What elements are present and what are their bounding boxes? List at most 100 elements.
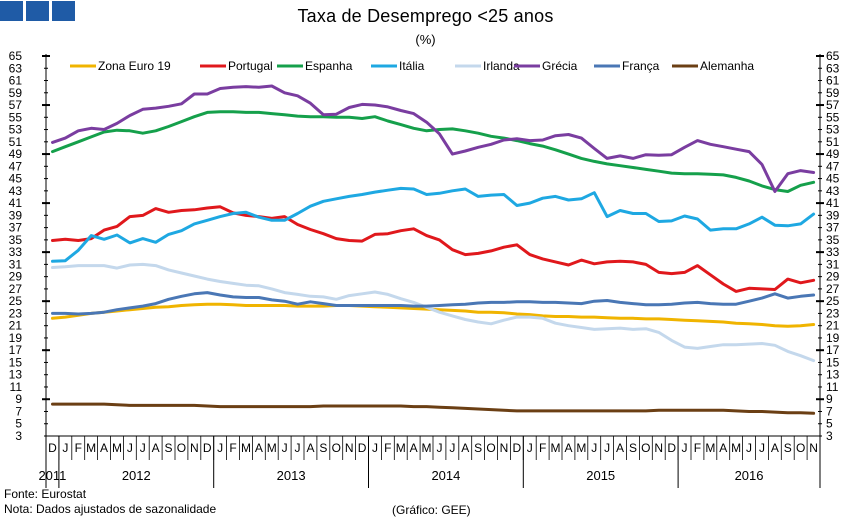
- month-tick-label: M: [112, 441, 122, 455]
- month-tick-label: N: [500, 441, 509, 455]
- month-tick-label: J: [746, 441, 752, 455]
- month-tick-label: A: [719, 441, 727, 455]
- month-tick-label: S: [319, 441, 327, 455]
- month-tick-label: A: [255, 441, 263, 455]
- y-tick-label-right: 15: [826, 355, 840, 369]
- y-tick-label-right: 55: [826, 110, 840, 124]
- year-label: 2013: [277, 468, 306, 483]
- chart-title: Taxa de Desemprego <25 anos: [297, 6, 554, 26]
- y-tick-label-left: 61: [9, 74, 23, 88]
- month-tick-label: J: [527, 441, 533, 455]
- y-tick-label-left: 63: [9, 61, 23, 75]
- y-tick-label-right: 9: [826, 392, 833, 406]
- series-line-0: [51, 302, 816, 328]
- y-tick-label-right: 33: [826, 245, 840, 259]
- month-tick-label: M: [576, 441, 586, 455]
- logo-block: [0, 1, 23, 21]
- month-tick-label: D: [667, 441, 676, 455]
- month-tick-label: S: [165, 441, 173, 455]
- y-tick-label-right: 35: [826, 233, 840, 247]
- y-tick-label-right: 53: [826, 123, 840, 137]
- y-tick-label-left: 13: [9, 368, 23, 382]
- legend-label: Irlanda: [483, 59, 520, 73]
- month-tick-label: J: [449, 441, 455, 455]
- month-tick-label: M: [86, 441, 96, 455]
- y-tick-label-right: 39: [826, 208, 840, 222]
- month-tick-label: M: [422, 441, 432, 455]
- y-tick-label-left: 15: [9, 355, 23, 369]
- month-tick-label: J: [62, 441, 68, 455]
- y-tick-label-right: 19: [826, 331, 840, 345]
- y-tick-label-left: 25: [9, 294, 23, 308]
- y-tick-label-left: 7: [15, 404, 22, 418]
- y-tick-label-left: 53: [9, 123, 23, 137]
- y-tick-label-right: 45: [826, 172, 840, 186]
- month-tick-label: J: [759, 441, 765, 455]
- month-tick-label: M: [241, 441, 251, 455]
- year-label: 2011: [38, 468, 66, 483]
- month-tick-label: S: [784, 441, 792, 455]
- legend-label: Itália: [399, 59, 425, 73]
- month-tick-label: M: [551, 441, 561, 455]
- y-tick-label-left: 35: [9, 233, 23, 247]
- y-tick-label-left: 43: [9, 184, 23, 198]
- month-tick-label: M: [705, 441, 715, 455]
- month-tick-label: F: [75, 441, 82, 455]
- y-tick-label-right: 5: [826, 417, 833, 431]
- y-tick-label-left: 5: [15, 417, 22, 431]
- y-tick-label-right: 11: [826, 380, 839, 394]
- month-tick-label: J: [140, 441, 146, 455]
- y-tick-label-left: 55: [9, 110, 23, 124]
- month-tick-label: A: [616, 441, 624, 455]
- month-tick-label: F: [229, 441, 236, 455]
- series-line-5: [51, 84, 816, 193]
- y-tick-label-right: 31: [826, 257, 840, 271]
- y-tick-label-left: 3: [15, 429, 22, 443]
- y-tick-label-left: 21: [9, 319, 23, 333]
- month-tick-label: J: [604, 441, 610, 455]
- month-tick-label: O: [641, 441, 650, 455]
- month-tick-label: F: [384, 441, 391, 455]
- y-tick-label-left: 23: [9, 306, 23, 320]
- month-tick-label: N: [654, 441, 663, 455]
- legend-label: Portugal: [228, 59, 273, 73]
- month-tick-label: F: [539, 441, 546, 455]
- y-tick-label-right: 59: [826, 86, 840, 100]
- month-tick-label: O: [796, 441, 805, 455]
- month-tick-label: N: [809, 441, 818, 455]
- month-tick-label: D: [513, 441, 522, 455]
- month-tick-label: A: [100, 441, 108, 455]
- legend-label: Grécia: [542, 59, 578, 73]
- month-tick-label: N: [190, 441, 199, 455]
- y-tick-label-right: 37: [826, 221, 840, 235]
- y-tick-label-left: 27: [9, 282, 23, 296]
- y-tick-label-right: 57: [826, 98, 840, 112]
- month-tick-label: J: [217, 441, 223, 455]
- year-label: 2014: [431, 468, 460, 483]
- chart-credit: (Gráfico: GEE): [392, 503, 471, 517]
- month-tick-label: A: [461, 441, 469, 455]
- logo-block: [52, 1, 75, 21]
- series-line-6: [51, 291, 816, 316]
- month-tick-label: M: [267, 441, 277, 455]
- y-tick-label-right: 63: [826, 61, 840, 75]
- month-tick-label: M: [396, 441, 406, 455]
- chart-subtitle: (%): [415, 32, 436, 47]
- y-tick-label-left: 41: [9, 196, 23, 210]
- y-tick-label-right: 65: [826, 49, 840, 63]
- y-tick-label-right: 23: [826, 306, 840, 320]
- month-tick-label: A: [152, 441, 160, 455]
- month-tick-label: J: [372, 441, 378, 455]
- month-tick-label: A: [771, 441, 779, 455]
- y-tick-label-right: 27: [826, 282, 840, 296]
- series-line-4: [51, 262, 816, 363]
- month-tick-label: O: [177, 441, 186, 455]
- month-tick-label: J: [682, 441, 688, 455]
- year-label: 2012: [122, 468, 151, 483]
- month-tick-label: S: [474, 441, 482, 455]
- y-tick-label-left: 11: [10, 380, 23, 394]
- y-tick-label-right: 47: [826, 159, 840, 173]
- series-line-7: [51, 402, 816, 415]
- y-tick-label-left: 19: [9, 331, 23, 345]
- legend-label: Zona Euro 19: [98, 59, 171, 73]
